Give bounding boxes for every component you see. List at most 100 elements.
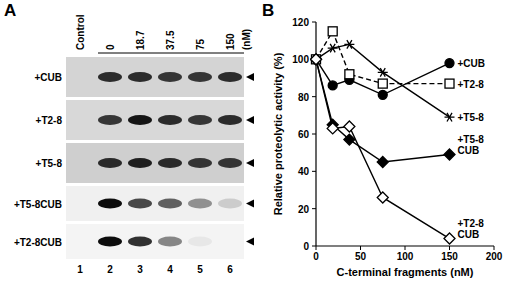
band <box>218 199 242 209</box>
y-tick <box>312 134 316 135</box>
marker <box>311 54 322 65</box>
marker <box>344 40 354 49</box>
y-tick <box>312 208 316 209</box>
marker <box>445 79 454 88</box>
x-tick <box>494 246 495 250</box>
unit-label: (nM) <box>241 29 252 50</box>
series-line <box>316 59 450 238</box>
y-tick <box>312 96 316 97</box>
band <box>98 237 122 247</box>
x-tick <box>449 246 450 250</box>
y-tick-label: 60 <box>298 129 310 140</box>
y-tick-label: 100 <box>292 54 309 65</box>
y-tick-label: 120 <box>292 17 309 28</box>
band <box>68 115 92 125</box>
row-label: +T2-8CUB <box>14 237 62 248</box>
lane-number: 6 <box>227 264 233 275</box>
lane-header: 37.5 <box>165 30 176 50</box>
x-tick <box>405 246 406 250</box>
band <box>188 115 212 125</box>
series-label-line: CUB <box>458 145 480 156</box>
plot-area <box>311 27 456 244</box>
panel-label: B <box>262 1 274 20</box>
y-tick-label: 0 <box>303 241 309 252</box>
band <box>188 72 212 82</box>
band <box>98 72 122 82</box>
row-label: +CUB <box>34 72 62 83</box>
marker <box>377 157 388 168</box>
band <box>128 72 152 82</box>
band <box>98 158 122 168</box>
x-tick-label: 150 <box>441 251 458 262</box>
row-label: +T2-8 <box>36 115 63 126</box>
lane-number: 2 <box>107 264 113 275</box>
figure: ABControl018.737.575150(nM)+CUB+T2-8+T5-… <box>0 0 520 281</box>
band-arrow <box>246 73 254 81</box>
band <box>158 237 182 247</box>
blot-strip <box>66 224 244 259</box>
y-tick-label: 40 <box>298 166 310 177</box>
y-tick <box>312 171 316 172</box>
band <box>218 237 242 247</box>
band <box>68 237 92 247</box>
series-label: +T2-8 <box>458 79 485 90</box>
series-label: +T5-8CUB <box>458 134 485 156</box>
marker <box>445 113 455 122</box>
lane-number: 5 <box>197 264 203 275</box>
y-tick <box>312 22 316 23</box>
lane-number: 1 <box>77 264 83 275</box>
band <box>68 158 92 168</box>
marker <box>377 192 388 203</box>
band <box>188 237 212 247</box>
x-tick-label: 50 <box>355 251 367 262</box>
band <box>218 115 242 125</box>
lane-header: 18.7 <box>135 30 146 50</box>
marker <box>328 27 337 36</box>
band-arrow <box>246 200 254 208</box>
series-label-line: +T2-8 <box>458 218 485 229</box>
marker <box>328 44 338 53</box>
series-label: +CUB <box>458 58 486 69</box>
lane-number: 4 <box>167 264 173 275</box>
marker <box>311 54 322 65</box>
blot-strip <box>66 100 244 140</box>
y-tick <box>312 246 316 247</box>
series-label: +T5-8 <box>458 112 485 123</box>
x-axis-label: C-terminal fragments (nM) <box>337 266 474 278</box>
marker <box>345 70 354 79</box>
blot-strip <box>66 143 244 183</box>
panel-label: A <box>4 1 16 20</box>
x-tick-label: 200 <box>486 251 503 262</box>
series-label-line: +T5-8 <box>458 134 485 145</box>
band-arrow <box>246 116 254 124</box>
row-label: +T5-8 <box>36 158 63 169</box>
marker <box>378 68 388 77</box>
lane-header: 0 <box>105 44 116 50</box>
marker <box>328 81 337 90</box>
band <box>128 115 152 125</box>
band <box>158 199 182 209</box>
series-label: +T2-8CUB <box>458 218 485 240</box>
blot-strip <box>66 57 244 97</box>
band <box>68 72 92 82</box>
y-tick-label: 80 <box>298 92 310 103</box>
blot-strip <box>66 186 244 221</box>
band <box>128 158 152 168</box>
x-tick-label: 0 <box>313 251 319 262</box>
header-rule <box>98 53 244 54</box>
y-tick-label: 20 <box>298 204 310 215</box>
marker <box>378 79 387 88</box>
series-label-line: CUB <box>458 229 480 240</box>
lane-header: Control <box>75 14 86 50</box>
lane-number: 3 <box>137 264 143 275</box>
band <box>188 199 212 209</box>
marker <box>445 59 454 68</box>
band <box>158 72 182 82</box>
band-arrow <box>246 159 254 167</box>
band <box>128 237 152 247</box>
marker <box>378 90 387 99</box>
x-tick-label: 100 <box>397 251 414 262</box>
band <box>188 158 212 168</box>
marker <box>327 123 338 134</box>
band <box>98 199 122 209</box>
